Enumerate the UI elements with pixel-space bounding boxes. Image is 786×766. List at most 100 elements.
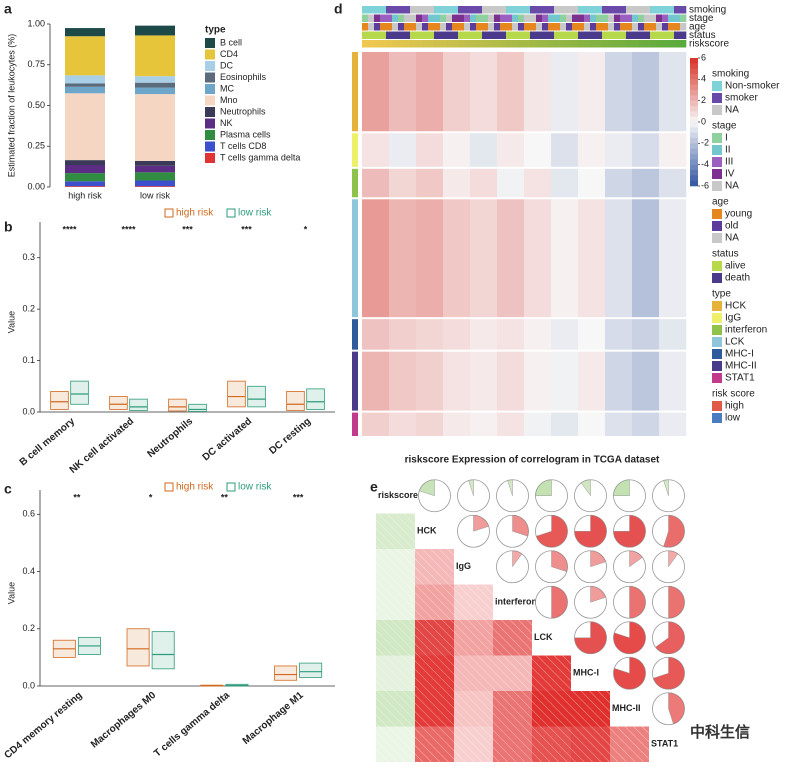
colorbar-label: -2 bbox=[701, 138, 709, 148]
colorbar-step bbox=[690, 106, 698, 112]
pie-wedge bbox=[668, 692, 685, 725]
annotation-band bbox=[530, 40, 537, 48]
pie-wedge bbox=[512, 514, 529, 537]
heatmap-cell bbox=[524, 199, 552, 318]
annotation-band bbox=[560, 31, 567, 39]
annotation-band bbox=[506, 40, 513, 48]
annotation-band bbox=[488, 23, 495, 31]
annotation-band bbox=[668, 14, 675, 22]
bar-segment bbox=[135, 76, 175, 83]
box bbox=[299, 662, 323, 678]
legend-title: type bbox=[712, 289, 731, 300]
corr-hatch bbox=[532, 655, 571, 691]
bar-segment bbox=[65, 93, 105, 161]
annotation-band bbox=[446, 23, 453, 31]
annotation-band bbox=[662, 31, 669, 39]
legend-swatch bbox=[712, 157, 722, 167]
watermark: 中科生信 bbox=[690, 723, 750, 741]
annotation-band bbox=[644, 23, 651, 31]
annotation-band bbox=[446, 14, 453, 22]
legend-swatch bbox=[205, 141, 215, 152]
annotation-band bbox=[428, 23, 435, 31]
heatmap-cell bbox=[659, 168, 687, 198]
x-tick-label: NK cell activated bbox=[68, 416, 136, 476]
annotation-band bbox=[650, 23, 657, 31]
y-tick-label: 0.4 bbox=[22, 566, 35, 576]
colorbar-step bbox=[690, 90, 698, 96]
y-tick-label: 0.2 bbox=[22, 623, 35, 633]
heatmap-cell bbox=[443, 199, 471, 318]
heatmap-cell bbox=[416, 199, 444, 318]
annotation-band bbox=[482, 40, 489, 48]
heatmap-cell bbox=[524, 133, 552, 167]
bar-segment bbox=[135, 165, 175, 173]
annotation-band bbox=[614, 14, 621, 22]
row-group-strip bbox=[352, 199, 358, 318]
heatmap-cell bbox=[659, 52, 687, 132]
annotation-band bbox=[434, 40, 441, 48]
annotation-band bbox=[362, 31, 369, 39]
heatmap-cell bbox=[578, 351, 606, 411]
annotation-band bbox=[452, 6, 459, 14]
variable-label: LCK bbox=[534, 632, 553, 642]
annotation-band bbox=[398, 40, 405, 48]
annotation-band bbox=[524, 31, 531, 39]
box bbox=[70, 380, 89, 405]
annotation-band bbox=[590, 31, 597, 39]
heatmap-cell bbox=[605, 319, 633, 350]
annotation-band bbox=[644, 40, 651, 48]
annotation-band bbox=[536, 6, 543, 14]
colorbar-step bbox=[690, 79, 698, 85]
legend-swatch bbox=[164, 482, 174, 492]
legend-label: high risk bbox=[176, 208, 214, 219]
pie-wedge bbox=[473, 514, 490, 532]
annotation-band bbox=[590, 23, 597, 31]
x-tick-label: low risk bbox=[140, 190, 171, 200]
annotation-band bbox=[680, 31, 687, 39]
legend-label: MHC-I bbox=[725, 349, 754, 360]
annotation-band bbox=[644, 14, 651, 22]
variable-label: riskscore bbox=[378, 490, 418, 500]
annotation-band bbox=[662, 14, 669, 22]
annotation-band bbox=[632, 31, 639, 39]
annotation-band bbox=[650, 6, 657, 14]
annotation-band bbox=[440, 6, 447, 14]
legend-label: low bbox=[725, 413, 741, 424]
annotation-band bbox=[464, 6, 471, 14]
annotation-band bbox=[542, 23, 549, 31]
heatmap-cell bbox=[470, 168, 498, 198]
annotation-band bbox=[602, 14, 609, 22]
annotation-band bbox=[656, 14, 663, 22]
annotation-band bbox=[416, 40, 423, 48]
legend-title: age bbox=[712, 197, 729, 208]
annotation-band bbox=[464, 31, 471, 39]
annotation-band bbox=[500, 23, 507, 31]
corr-hatch bbox=[454, 655, 493, 691]
annotation-band bbox=[632, 40, 639, 48]
annotation-band bbox=[650, 31, 657, 39]
annotation-band bbox=[548, 23, 555, 31]
annotation-band bbox=[488, 6, 495, 14]
annotation-band bbox=[548, 14, 555, 22]
row-group-strip bbox=[352, 168, 358, 198]
y-axis-label: Estimated fraction of leukocytes (%) bbox=[6, 34, 16, 178]
annotation-band bbox=[560, 23, 567, 31]
annotation-band bbox=[608, 14, 615, 22]
pie-wedge bbox=[613, 621, 646, 654]
legend-label: Eosinophils bbox=[220, 72, 267, 82]
legend-label: NK bbox=[220, 118, 233, 128]
annotation-band bbox=[404, 14, 411, 22]
row-group-strip bbox=[352, 412, 358, 436]
significance: ** bbox=[73, 492, 81, 502]
legend-label: IgG bbox=[725, 313, 741, 324]
heatmap-cell bbox=[362, 351, 390, 411]
legend-swatch bbox=[712, 233, 722, 243]
corr-hatch bbox=[571, 726, 610, 762]
annotation-band bbox=[644, 31, 651, 39]
corr-hatch bbox=[415, 655, 454, 691]
pie-wedge bbox=[551, 585, 568, 619]
corr-hatch bbox=[610, 726, 649, 762]
heatmap-cell bbox=[497, 52, 525, 132]
colorbar-label: -4 bbox=[701, 159, 709, 169]
annotation-band bbox=[680, 23, 687, 31]
